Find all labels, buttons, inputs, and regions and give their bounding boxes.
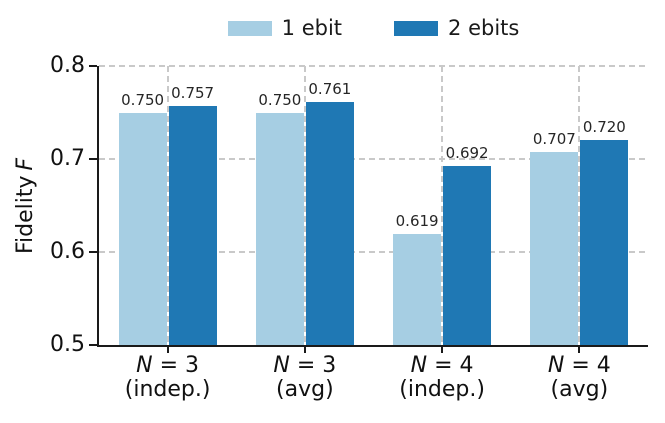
legend-swatch bbox=[227, 20, 272, 36]
h-gridline bbox=[99, 65, 648, 67]
x-axis-spine bbox=[97, 345, 648, 347]
bar-series-2 bbox=[580, 140, 629, 345]
v-gridline bbox=[166, 66, 169, 345]
x-tick-label: N = 4 (indep.) bbox=[399, 353, 485, 402]
bar-value-label: 0.720 bbox=[582, 118, 626, 137]
x-tick-label: N = 3 (avg) bbox=[273, 353, 337, 402]
bar-series-1 bbox=[393, 234, 442, 345]
bar-series-1 bbox=[530, 152, 579, 345]
legend: 1 ebit 2 ebits bbox=[99, 14, 648, 42]
bar-series-2 bbox=[443, 166, 492, 345]
x-tick-mark bbox=[578, 347, 581, 353]
bar-series-1 bbox=[255, 112, 304, 345]
v-gridline bbox=[441, 66, 444, 345]
y-tick-label: 0.8 bbox=[50, 53, 85, 78]
x-tick-mark bbox=[303, 347, 306, 353]
legend-label: 1 ebit bbox=[281, 16, 343, 40]
x-tick-label: N = 4 (avg) bbox=[547, 353, 611, 402]
x-tick-mark bbox=[166, 347, 169, 353]
y-tick-mark bbox=[89, 344, 97, 346]
legend-item: 2 ebits bbox=[394, 14, 519, 42]
bar-value-label: 0.750 bbox=[121, 90, 165, 109]
bar-value-label: 0.761 bbox=[308, 80, 352, 99]
y-axis-spine bbox=[97, 66, 99, 347]
bar-series-1 bbox=[118, 112, 167, 345]
bar-value-label: 0.707 bbox=[532, 130, 576, 149]
x-tick-label: N = 3 (indep.) bbox=[124, 353, 211, 402]
y-tick-label: 0.7 bbox=[50, 146, 85, 171]
y-tick-mark bbox=[89, 65, 97, 67]
bar-value-label: 0.750 bbox=[258, 90, 302, 109]
legend-label: 2 ebits bbox=[448, 16, 520, 40]
x-tick-mark bbox=[441, 347, 444, 353]
y-tick-label: 0.5 bbox=[50, 332, 85, 357]
y-tick-mark bbox=[89, 158, 97, 160]
v-gridline bbox=[578, 66, 581, 345]
y-tick-mark bbox=[89, 251, 97, 253]
y-tick-label: 0.6 bbox=[50, 239, 85, 264]
h-gridline bbox=[99, 251, 648, 253]
bar-value-label: 0.757 bbox=[171, 83, 215, 102]
h-gridline bbox=[99, 158, 648, 160]
bar-series-2 bbox=[168, 105, 217, 345]
bar-value-label: 0.692 bbox=[445, 144, 489, 163]
bar-value-label: 0.619 bbox=[395, 212, 439, 231]
v-gridline bbox=[303, 66, 306, 345]
legend-item: 1 ebit bbox=[227, 14, 343, 42]
legend-swatch bbox=[394, 20, 439, 36]
bar-series-2 bbox=[305, 102, 354, 345]
